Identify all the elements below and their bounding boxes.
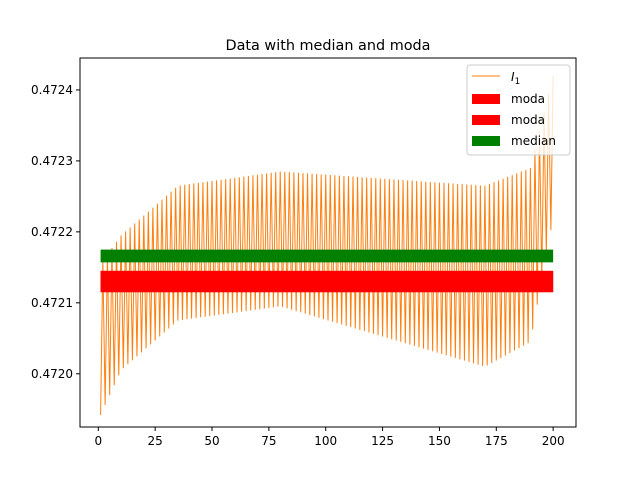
y-tick-label: 0.4724 xyxy=(31,83,73,97)
x-tick-label: 175 xyxy=(485,434,508,448)
legend-swatch-moda xyxy=(472,115,500,125)
y-tick-label: 0.4723 xyxy=(31,154,73,168)
x-tick-label: 200 xyxy=(542,434,565,448)
y-tick-label: 0.4721 xyxy=(31,296,73,310)
axes: 0 25 50 75 100 125 150 175 200 0.4720 0.4721 0.4722… xyxy=(31,57,577,448)
x-tick-label: 25 xyxy=(148,434,163,448)
legend-swatch-median xyxy=(472,136,500,146)
x-tick-label: 50 xyxy=(204,434,219,448)
x-tick-label: 125 xyxy=(371,434,394,448)
legend-label-median: median xyxy=(511,134,556,148)
plot-area xyxy=(100,75,554,415)
band-moda-1 xyxy=(100,270,554,293)
legend-swatch-moda xyxy=(472,94,500,104)
x-tick-label: 75 xyxy=(261,434,276,448)
chart-title: Data with median and moda xyxy=(226,38,431,54)
band-median-2 xyxy=(100,249,554,263)
y-tick-label: 0.4720 xyxy=(31,367,73,381)
legend-label-i1: I1 xyxy=(511,70,520,87)
x-tick-label: 100 xyxy=(314,434,337,448)
y-tick-label: 0.4722 xyxy=(31,225,73,239)
legend-box xyxy=(466,64,571,156)
series-line-i1 xyxy=(100,75,554,415)
axes-frame xyxy=(79,57,577,428)
x-tick-label: 0 xyxy=(94,434,102,448)
legend-label-moda: moda xyxy=(511,92,545,106)
legend-label-moda: moda xyxy=(511,113,545,127)
legend: I1 moda moda median xyxy=(466,64,571,156)
x-tick-label: 150 xyxy=(428,434,451,448)
